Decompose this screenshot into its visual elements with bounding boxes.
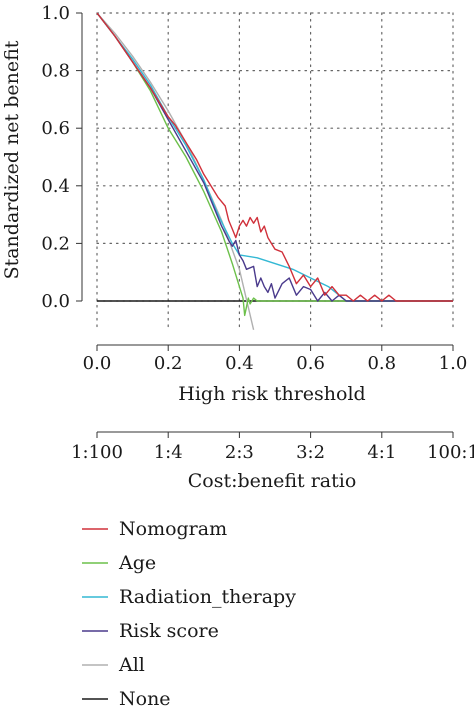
secondary-axis-label: Cost:benefit ratio (188, 470, 357, 492)
y-tick-label: 0.2 (41, 233, 70, 254)
secondary-tick-label: 2:3 (225, 442, 254, 463)
series-line-risk-score (96, 12, 453, 302)
series-lines (96, 12, 453, 330)
y-tick-label: 0.8 (41, 61, 70, 82)
legend-label: Nomogram (119, 518, 227, 540)
x-tick-label: 0.2 (154, 353, 183, 374)
grid-lines (96, 12, 454, 329)
series-line-nomogram (96, 12, 453, 302)
legend-label: None (119, 688, 171, 710)
secondary-tick-label: 4:1 (367, 442, 396, 463)
secondary-tick-label: 3:2 (296, 442, 325, 463)
y-tick-label: 1.0 (41, 3, 70, 24)
x-tick-label: 1.0 (439, 353, 468, 374)
secondary-tick-label: 1:100 (71, 442, 123, 463)
y-tick-label: 0.4 (41, 176, 70, 197)
secondary-tick-label: 100:1 (427, 442, 474, 463)
legend: Nomogram Age Radiation_therapy Risk score Al… (82, 518, 296, 710)
axes: 0.0 0.2 0.4 0.6 0.8 1.0 0.0 0.2 0.4 0.6 0.8 1.0 1:10… (41, 3, 474, 463)
legend-label: All (118, 654, 145, 676)
secondary-tick-label: 1:4 (154, 442, 183, 463)
x-tick-label: 0.0 (83, 353, 112, 374)
x-axis-label: High risk threshold (178, 383, 365, 405)
series-line-radiation-therapy (96, 12, 453, 302)
y-axis-label: Standardized net benefit (1, 40, 23, 279)
x-tick-label: 0.4 (225, 353, 254, 374)
x-tick-label: 0.6 (296, 353, 325, 374)
series-line-age (96, 12, 453, 317)
x-tick-label: 0.8 (367, 353, 396, 374)
legend-label: Risk score (119, 620, 219, 642)
y-tick-label: 0.6 (41, 118, 70, 139)
legend-label: Radiation_therapy (119, 586, 296, 608)
series-line-all (96, 12, 255, 330)
y-tick-label: 0.0 (41, 291, 70, 312)
legend-label: Age (118, 552, 156, 574)
